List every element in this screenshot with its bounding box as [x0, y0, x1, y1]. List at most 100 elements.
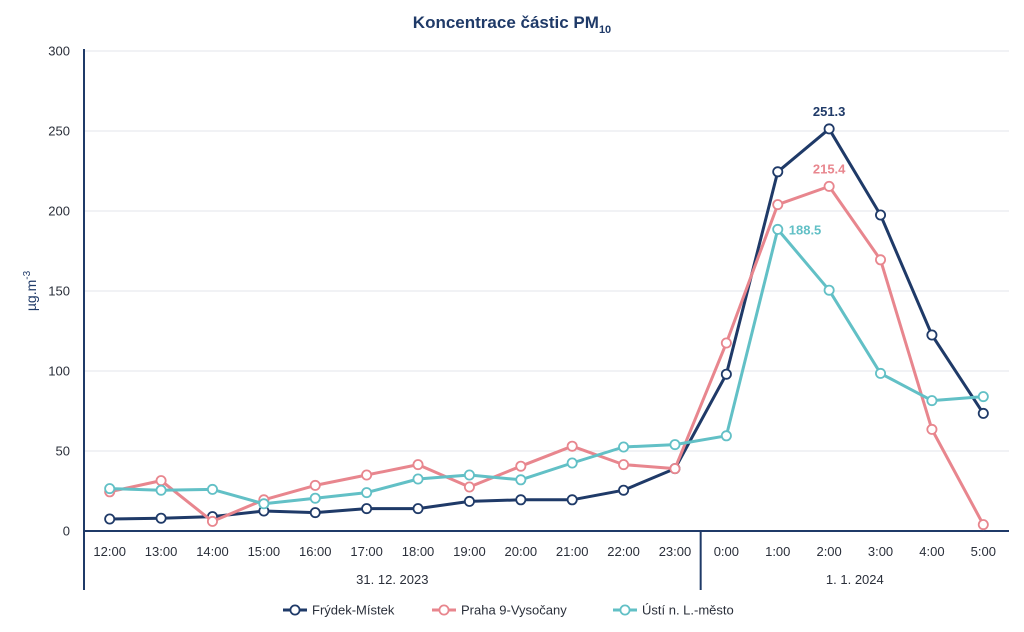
legend-marker-icon — [619, 604, 631, 616]
y-tick-label: 300 — [48, 44, 70, 59]
data-label: 251.3 — [813, 104, 846, 119]
data-point — [412, 503, 424, 515]
data-point — [977, 519, 989, 531]
x-tick-label: 16:00 — [299, 544, 332, 559]
data-point — [566, 457, 578, 469]
x-tick-label: 19:00 — [453, 544, 486, 559]
x-tick-label: 23:00 — [659, 544, 692, 559]
data-point — [155, 475, 167, 487]
data-point — [361, 503, 373, 515]
legend-label: Frýdek-Místek — [312, 603, 395, 618]
legend: Frýdek-Místek Praha 9-Vysočany Ústí n. L.-… — [283, 603, 734, 618]
data-point — [515, 494, 527, 506]
x-tick-label: 14:00 — [196, 544, 229, 559]
data-point — [977, 407, 989, 419]
y-tick-label: 0 — [63, 524, 70, 539]
data-point — [823, 180, 835, 192]
date-group-labels: 31. 12. 2023 1. 1. 2024 — [356, 531, 884, 590]
series-line — [109, 127, 985, 521]
data-point — [926, 395, 938, 407]
legend-marker-icon — [289, 604, 301, 616]
legend-item: Ústí n. L.-město — [613, 603, 734, 618]
series-group — [104, 223, 989, 510]
data-point — [155, 484, 167, 496]
data-point — [206, 515, 218, 527]
data-point — [361, 469, 373, 481]
data-point — [258, 498, 270, 510]
data-point — [206, 483, 218, 495]
x-tick-label: 5:00 — [971, 544, 996, 559]
data-point — [463, 495, 475, 507]
data-point — [309, 479, 321, 491]
y-tick-label: 250 — [48, 124, 70, 139]
series-group — [104, 180, 989, 531]
data-point — [104, 513, 116, 525]
y-tick-label: 200 — [48, 204, 70, 219]
data-point — [155, 512, 167, 524]
axes — [83, 49, 1009, 590]
data-label: 188.5 — [789, 222, 822, 237]
x-tick-label: 1:00 — [765, 544, 790, 559]
data-point — [823, 284, 835, 296]
data-point — [618, 484, 630, 496]
data-labels: 251.3 215.4 188.5 — [789, 104, 846, 237]
data-point — [926, 423, 938, 435]
legend-label: Praha 9-Vysočany — [461, 603, 567, 618]
legend-label: Ústí n. L.-město — [642, 603, 734, 618]
data-point — [669, 439, 681, 451]
data-point — [618, 459, 630, 471]
data-point — [618, 441, 630, 453]
data-point — [926, 329, 938, 341]
data-point — [566, 494, 578, 506]
data-point — [463, 469, 475, 481]
data-point — [669, 463, 681, 475]
data-point — [309, 492, 321, 504]
x-tick-label: 15:00 — [248, 544, 281, 559]
y-tick-label: 100 — [48, 364, 70, 379]
series-line — [109, 184, 985, 526]
x-tick-label: 3:00 — [868, 544, 893, 559]
series-lines — [104, 123, 989, 531]
x-tick-label: 2:00 — [816, 544, 841, 559]
data-point — [875, 367, 887, 379]
legend-item: Frýdek-Místek — [283, 603, 395, 618]
data-point — [823, 123, 835, 135]
data-point — [720, 368, 732, 380]
data-point — [463, 481, 475, 493]
data-point — [720, 337, 732, 349]
x-tick-label: 22:00 — [607, 544, 640, 559]
x-tick-label: 18:00 — [402, 544, 435, 559]
data-point — [720, 430, 732, 442]
date-group-label: 31. 12. 2023 — [356, 572, 428, 587]
y-tick-label: 50 — [56, 444, 70, 459]
series-line — [109, 227, 984, 506]
x-tick-label: 20:00 — [505, 544, 538, 559]
x-tick-label: 17:00 — [350, 544, 383, 559]
data-point — [875, 254, 887, 266]
data-point — [772, 223, 784, 235]
data-point — [515, 474, 527, 486]
y-tick-labels: 0 50 100 150 200 250 300 — [48, 44, 70, 539]
chart-title: Koncentrace částic PM10 — [413, 13, 611, 36]
data-point — [977, 391, 989, 403]
data-point — [772, 166, 784, 178]
legend-item: Praha 9-Vysočany — [432, 603, 567, 618]
series-group — [104, 123, 989, 525]
data-point — [566, 440, 578, 452]
data-point — [412, 473, 424, 485]
data-point — [104, 483, 116, 495]
data-point — [875, 209, 887, 221]
data-label: 215.4 — [813, 161, 846, 176]
data-point — [361, 487, 373, 499]
x-tick-label: 13:00 — [145, 544, 178, 559]
x-tick-label: 12:00 — [93, 544, 126, 559]
data-point — [412, 459, 424, 471]
grid-lines — [84, 50, 1009, 452]
date-group-label: 1. 1. 2024 — [826, 572, 884, 587]
x-tick-label: 21:00 — [556, 544, 589, 559]
data-point — [515, 460, 527, 472]
y-tick-label: 150 — [48, 284, 70, 299]
y-axis-label: µg.m-3 — [22, 270, 39, 311]
x-tick-label: 4:00 — [919, 544, 944, 559]
